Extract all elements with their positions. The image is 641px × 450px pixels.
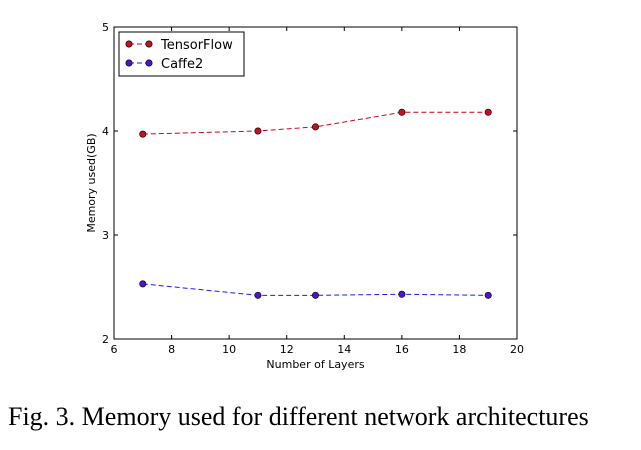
legend-box — [118, 31, 245, 77]
y-tick-label: 2 — [102, 333, 109, 346]
x-tick-label: 20 — [510, 343, 524, 356]
caffe2-point — [311, 291, 319, 299]
y-tick-label: 3 — [102, 229, 109, 242]
tensorflow-legend-marker — [125, 40, 133, 48]
caffe2-legend-marker — [125, 59, 133, 67]
y-tick-label: 5 — [102, 21, 109, 34]
x-tick-label: 16 — [395, 343, 409, 356]
tensorflow-legend-marker — [145, 40, 153, 48]
series-layer — [139, 108, 492, 299]
caffe2-point — [254, 291, 262, 299]
legend: TensorFlow Caffe2 — [118, 31, 245, 77]
tensorflow-point — [484, 108, 492, 116]
figure-caption: Fig. 3. Memory used for different networ… — [8, 402, 589, 431]
x-tick-label: 8 — [168, 343, 175, 356]
caffe2-point — [484, 291, 492, 299]
tensorflow-point — [311, 123, 319, 131]
y-axis-label: Memory used(GB) — [85, 133, 98, 232]
x-axis-label: Number of Layers — [266, 358, 364, 371]
y-tick-label: 4 — [102, 125, 109, 138]
caffe2-point — [398, 290, 406, 298]
tensorflow-series-line — [142, 111, 489, 135]
caffe2-series-line — [142, 283, 489, 296]
axis-ticks: 6 8 10 12 14 16 18 20 2 3 4 5 — [102, 21, 524, 356]
x-tick-label: 6 — [111, 343, 118, 356]
x-tick-label: 12 — [280, 343, 294, 356]
caffe2-legend-marker — [145, 59, 153, 67]
x-tick-label: 14 — [337, 343, 351, 356]
caffe2-legend-label: Caffe2 — [161, 57, 203, 72]
plot-frame — [113, 26, 518, 340]
tensorflow-point — [139, 130, 147, 138]
tensorflow-point — [254, 127, 262, 135]
x-tick-label: 10 — [222, 343, 236, 356]
tensorflow-legend-label: TensorFlow — [160, 38, 233, 53]
caffe2-point — [139, 280, 147, 288]
memory-chart: 6 8 10 12 14 16 18 20 2 3 4 5 Number of Layers Memo… — [85, 21, 524, 371]
tensorflow-point — [398, 108, 406, 116]
x-tick-label: 18 — [452, 343, 466, 356]
